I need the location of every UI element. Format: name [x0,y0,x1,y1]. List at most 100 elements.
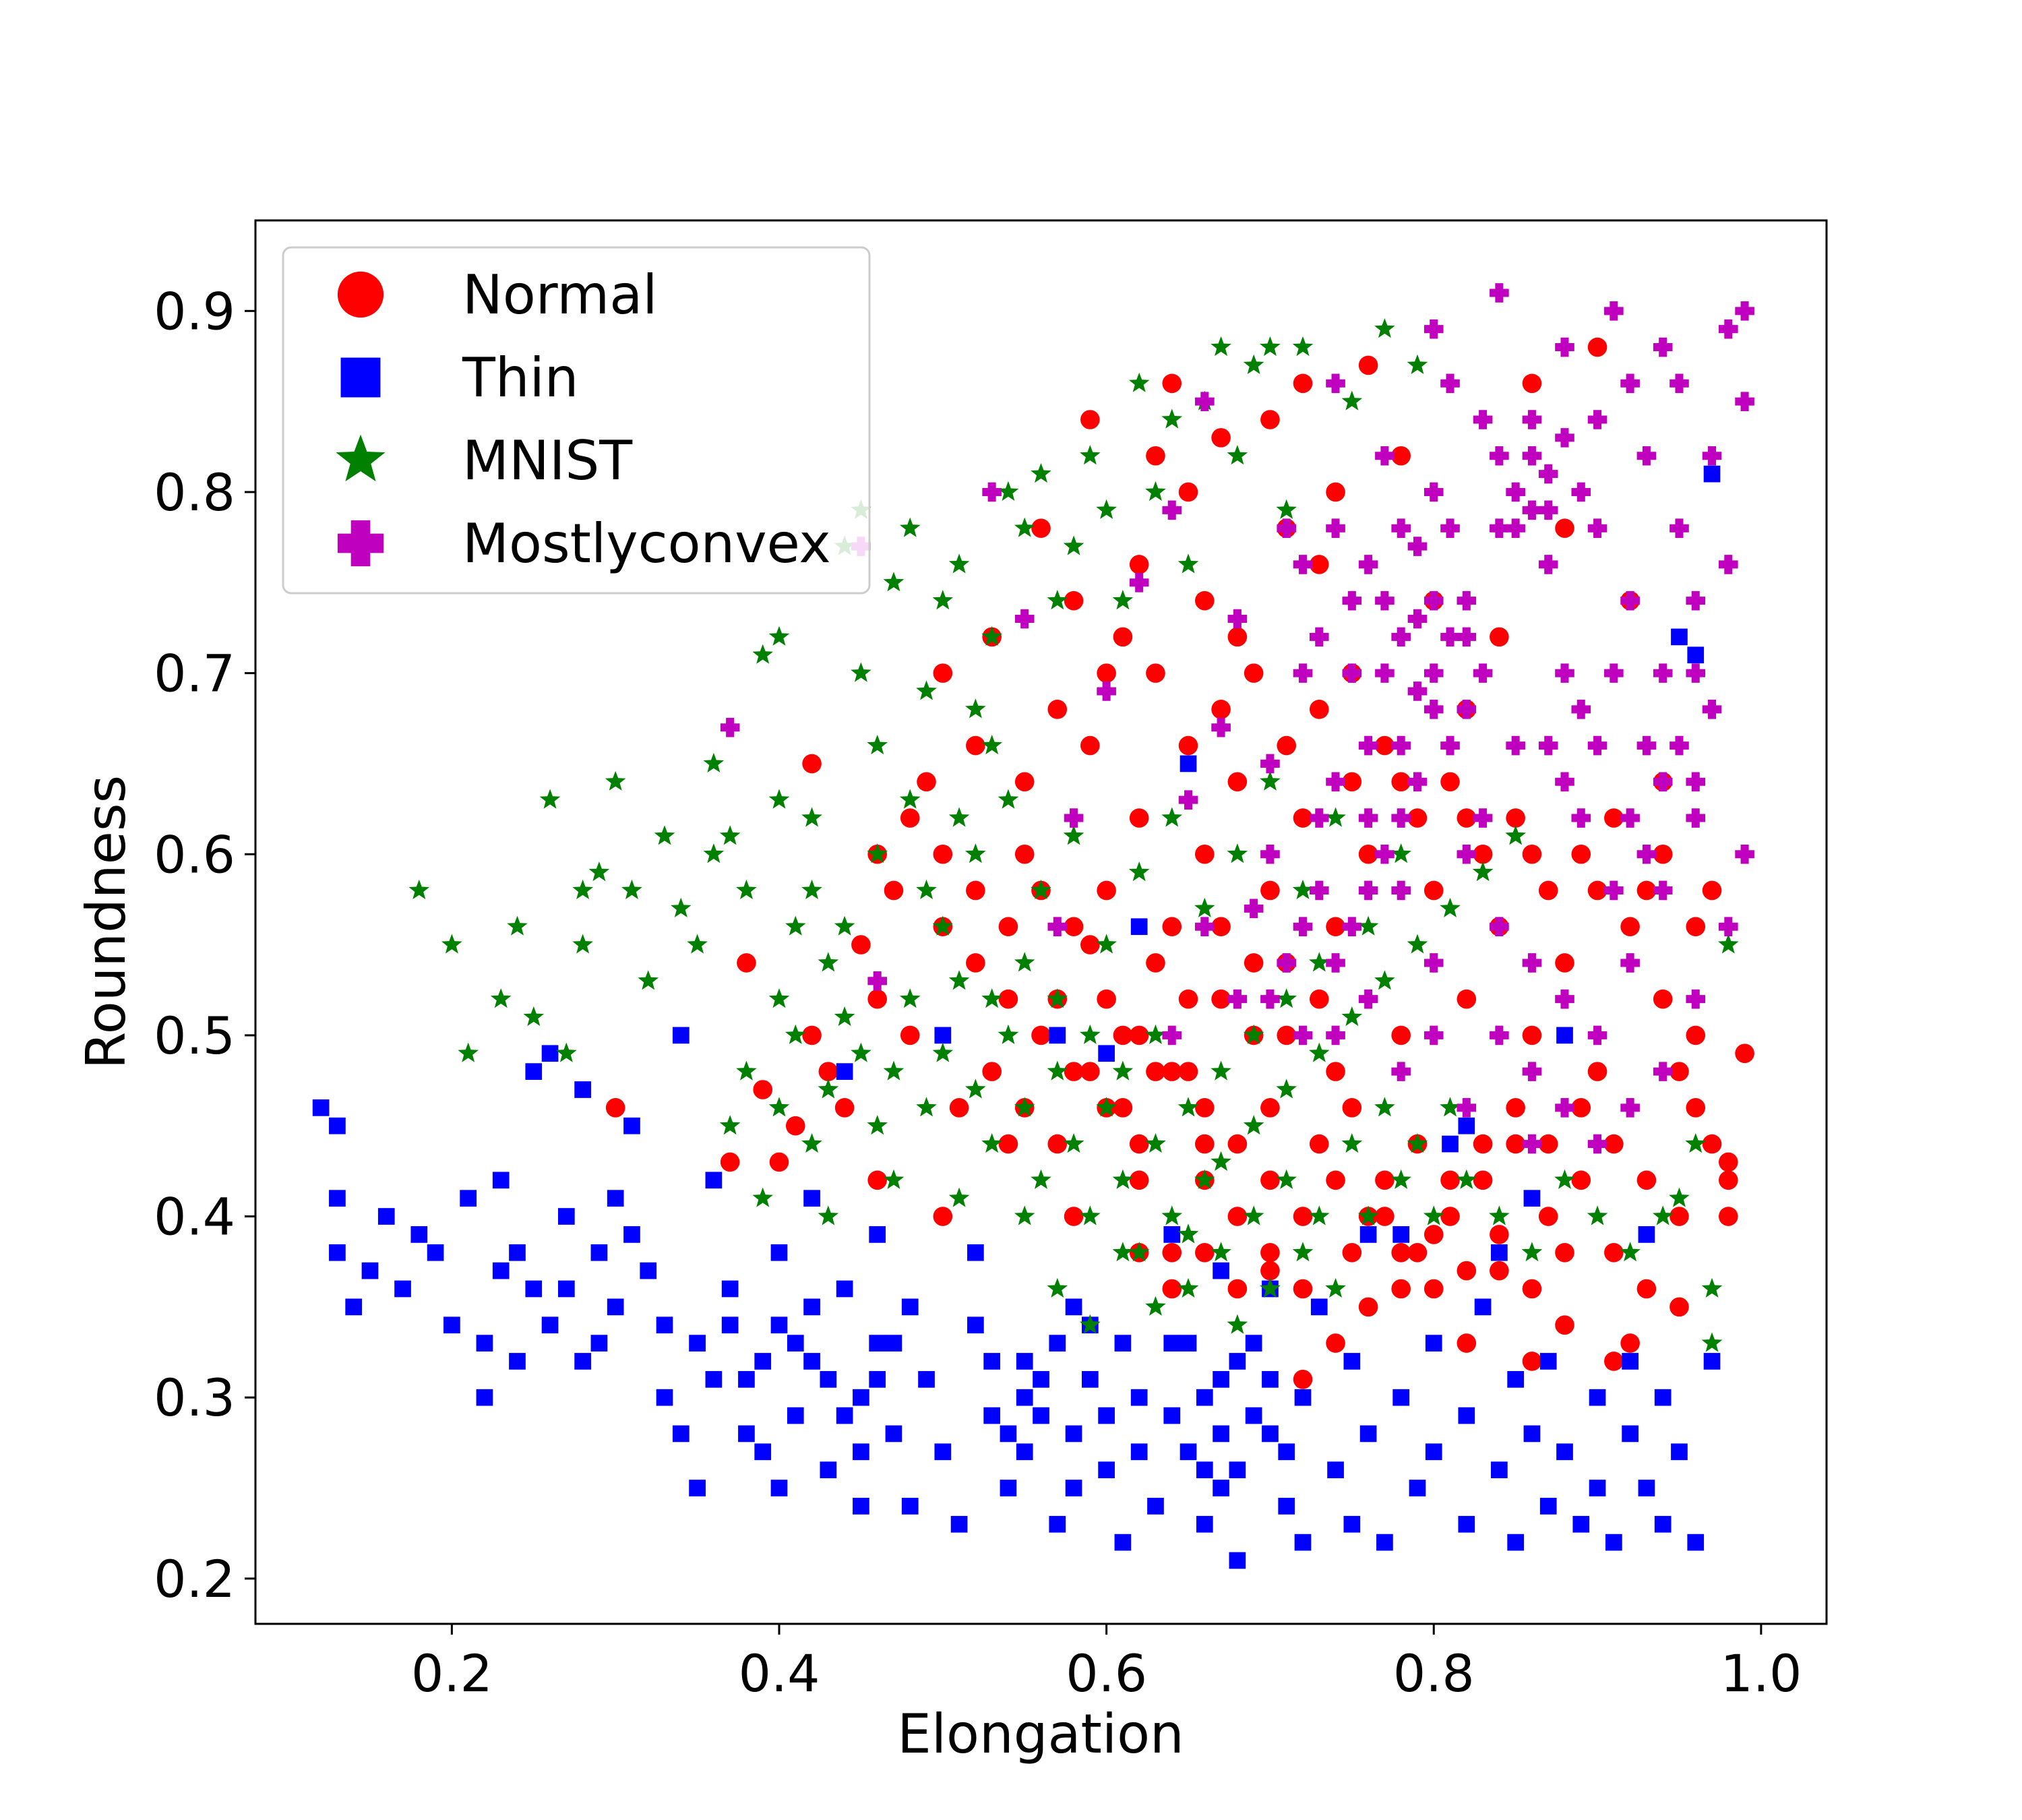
point-thin [1196,1461,1213,1479]
point-normal [1080,410,1100,429]
point-normal [1571,1170,1591,1190]
point-mostlyconvex [1277,518,1297,538]
point-mnist [1227,1314,1248,1334]
point-mnist [1276,1079,1297,1099]
point-thin [1245,1335,1262,1352]
point-normal [1260,1242,1280,1263]
point-normal [1719,1152,1738,1172]
point-normal [1391,1242,1411,1263]
point-thin [1294,1389,1312,1406]
point-mnist [948,970,970,990]
point-normal [1620,1333,1640,1353]
point-thin [1458,1515,1475,1533]
point-mostlyconvex [1587,735,1607,756]
point-mostlyconvex [1457,590,1477,611]
point-mostlyconvex [1260,844,1280,864]
legend-label: Normal [462,264,657,326]
point-mostlyconvex [1735,301,1754,321]
point-normal [1064,590,1084,611]
point-mnist [523,1006,545,1027]
point-mnist [703,843,725,863]
point-normal [1587,1062,1607,1081]
point-normal [1080,935,1100,954]
point-thin [754,1443,772,1461]
point-mnist [1227,843,1248,863]
point-normal [1277,1025,1297,1045]
point-mostlyconvex [1440,735,1460,756]
point-mnist [621,879,642,899]
point-mostlyconvex [1522,410,1542,429]
point-thin [345,1298,363,1316]
point-mnist [1260,1277,1281,1298]
point-thin [1081,1370,1099,1388]
point-mostlyconvex [1490,518,1509,538]
point-mostlyconvex [1178,790,1198,810]
point-thin [787,1407,804,1424]
point-thin [820,1370,837,1388]
series-mnist [408,318,1739,1352]
point-normal [1490,1261,1509,1281]
point-normal [1587,880,1607,901]
series-thin [312,465,1721,1569]
point-mnist [1276,499,1297,519]
point-thin [1130,918,1148,936]
point-normal [1178,1062,1198,1081]
point-normal [1669,1207,1689,1226]
point-thin [853,1443,869,1461]
y-tick-label: 0.3 [154,1368,235,1428]
legend-label: Thin [462,346,579,409]
point-mostlyconvex [1211,717,1231,737]
point-normal [1702,1134,1722,1154]
point-normal [1604,808,1624,828]
point-normal [1195,1098,1215,1118]
point-mostlyconvex [1620,590,1640,611]
point-mostlyconvex [1064,808,1084,828]
point-mnist [1063,825,1084,845]
point-normal [1375,1207,1395,1226]
point-thin [1556,1443,1573,1461]
point-thin [1703,465,1721,483]
point-mnist [1194,897,1215,917]
point-normal [1162,1279,1182,1299]
point-normal [1555,953,1574,973]
point-mnist [1325,1277,1346,1298]
point-thin [1491,1461,1508,1479]
point-mnist [1243,1115,1264,1135]
y-tick-label: 0.5 [154,1006,235,1066]
point-normal [1211,428,1231,448]
point-normal [1604,1242,1624,1263]
point-normal [1407,1242,1428,1263]
point-thin [803,1298,820,1316]
point-mnist [867,735,888,755]
point-thin [377,1208,395,1225]
point-normal [1506,808,1525,828]
point-mostlyconvex [1653,663,1673,683]
point-thin [1589,1389,1606,1406]
point-thin [1262,1370,1279,1388]
legend-marker-normal [337,271,384,318]
point-normal [1423,1225,1444,1244]
point-normal [1326,1062,1345,1081]
point-mostlyconvex [1719,917,1738,937]
point-normal [900,1025,920,1045]
point-mostlyconvex [1620,373,1640,394]
point-mnist [736,1060,757,1081]
point-mostlyconvex [1686,808,1706,828]
point-mostlyconvex [1538,464,1558,484]
point-thin [394,1280,411,1298]
point-normal [867,989,887,1009]
point-thin [853,1389,869,1406]
y-tick-label: 0.2 [154,1549,235,1609]
point-mnist [1014,517,1035,537]
point-mostlyconvex [1506,482,1525,502]
point-mostlyconvex [1620,1098,1640,1118]
point-normal [851,935,871,954]
x-axis-title: Elongation [897,1703,1184,1765]
point-mnist [1341,1133,1363,1153]
legend-item-mnist: MNIST [336,429,633,492]
point-mostlyconvex [1669,373,1689,394]
point-thin [1213,1425,1229,1443]
point-thin [1458,1117,1475,1134]
point-mnist [818,1205,839,1225]
point-normal [1080,735,1100,756]
